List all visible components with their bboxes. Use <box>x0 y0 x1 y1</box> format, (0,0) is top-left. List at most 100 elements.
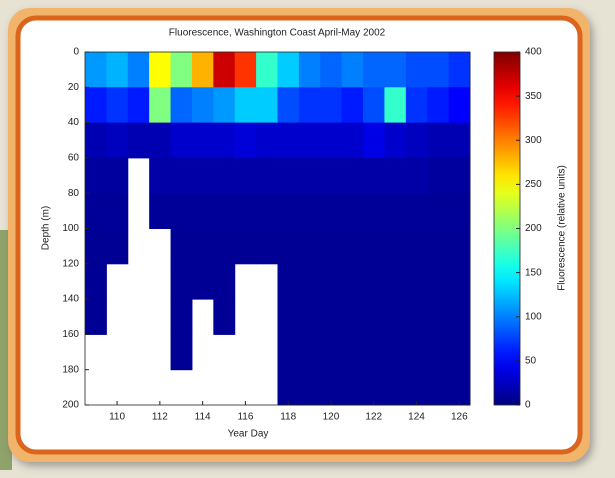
x-axis-label: Year Day <box>228 429 269 440</box>
heatmap-cell <box>170 334 193 371</box>
y-tick-label: 80 <box>68 188 80 199</box>
heatmap-cell <box>384 263 407 300</box>
heatmap-cell <box>106 87 129 124</box>
heatmap-cell <box>191 157 214 194</box>
y-tick-label: 160 <box>62 329 79 340</box>
heatmap-cell <box>341 369 364 406</box>
heatmap-cell <box>341 87 364 124</box>
heatmap-cell <box>149 193 172 229</box>
heatmap-cell <box>85 228 107 265</box>
heatmap-cell <box>448 369 471 406</box>
x-tick-label: 112 <box>152 412 168 423</box>
heatmap-cell <box>427 299 450 335</box>
heatmap-cell <box>298 369 321 406</box>
y-tick-label: 140 <box>62 294 79 305</box>
heatmap-cell <box>298 299 321 335</box>
heatmap-cell <box>277 87 300 124</box>
heatmap-cell <box>191 52 214 88</box>
heatmap-cell <box>320 193 343 229</box>
heatmap-cell <box>277 369 300 406</box>
heatmap-cell <box>127 52 150 88</box>
heatmap-cell <box>384 157 407 194</box>
heatmap-cell <box>384 299 407 335</box>
colorbar-tick-label: 50 <box>525 356 537 367</box>
heatmap-cell <box>341 157 364 194</box>
heatmap-cell <box>256 52 278 88</box>
heatmap-cell <box>341 334 364 371</box>
heatmap-cell <box>234 228 257 265</box>
heatmap-cell <box>191 263 214 300</box>
heatmap-cell <box>213 299 236 335</box>
heatmap-cell <box>448 193 471 229</box>
heatmap-cell <box>384 228 407 265</box>
heatmap-cell <box>127 87 150 124</box>
heatmap-cell <box>363 369 385 406</box>
heatmap-cell <box>363 228 385 265</box>
heatmap-cell <box>320 228 343 265</box>
heatmap-cell <box>277 228 300 265</box>
heatmap-cell <box>298 193 321 229</box>
heatmap-cell <box>277 157 300 194</box>
heatmap-cell <box>448 122 471 159</box>
x-tick-label: 114 <box>195 412 211 423</box>
heatmap-cell <box>341 228 364 265</box>
heatmap-cell <box>384 52 407 88</box>
y-tick-label: 60 <box>68 153 80 164</box>
colorbar-label: Fluorescence (relative units) <box>557 165 568 291</box>
heatmap-cell <box>320 299 343 335</box>
x-tick-label: 120 <box>323 412 340 423</box>
heatmap-cell <box>427 87 450 124</box>
heatmap-cell <box>191 87 214 124</box>
heatmap-cell <box>320 157 343 194</box>
heatmap-cell <box>320 87 343 124</box>
heatmap-cell <box>213 122 236 159</box>
x-tick-label: 122 <box>365 412 382 423</box>
y-tick-label: 100 <box>62 223 79 234</box>
y-axis-label: Depth (m) <box>41 206 52 250</box>
heatmap-cell <box>341 193 364 229</box>
heatmap-cell <box>363 157 385 194</box>
heatmap-cell <box>427 263 450 300</box>
heatmap-cell <box>448 87 471 124</box>
heatmap-cell <box>277 52 300 88</box>
heatmap-cell <box>213 52 236 88</box>
heatmap-cell <box>405 369 428 406</box>
heatmap-cell <box>191 193 214 229</box>
heatmap-cell <box>384 193 407 229</box>
heatmap-cell <box>448 334 471 371</box>
heatmap-cell <box>149 87 172 124</box>
heatmap-cell <box>106 122 129 159</box>
heatmap-cell <box>320 122 343 159</box>
heatmap-cell <box>341 122 364 159</box>
heatmap-cell <box>191 122 214 159</box>
y-tick-label: 0 <box>73 47 79 58</box>
heatmap-cell <box>213 193 236 229</box>
heatmap-cell <box>170 299 193 335</box>
y-tick-label: 180 <box>62 364 79 375</box>
heatmap-cell <box>213 157 236 194</box>
colorbar-tick-label: 250 <box>525 179 542 190</box>
heatmap-cell <box>256 157 278 194</box>
colorbar-tick-label: 0 <box>525 400 531 411</box>
heatmap-cell <box>405 263 428 300</box>
x-tick-label: 118 <box>280 412 296 423</box>
heatmap-cell <box>363 334 385 371</box>
heatmap-cell <box>85 157 107 194</box>
heatmap-cell <box>448 228 471 265</box>
heatmap-cell <box>149 157 172 194</box>
y-tick-label: 20 <box>68 82 80 93</box>
heatmap-cell <box>149 122 172 159</box>
chart-title: Fluorescence, Washington Coast April-May… <box>169 28 386 39</box>
heatmap-cell <box>320 334 343 371</box>
heatmap-cell <box>106 193 129 229</box>
heatmap-cell <box>277 193 300 229</box>
heatmap-cell <box>405 334 428 371</box>
heatmap-cell <box>320 369 343 406</box>
heatmap-cell <box>170 122 193 159</box>
heatmap-cell <box>448 52 471 88</box>
heatmap-cell <box>277 122 300 159</box>
heatmap-cell <box>127 122 150 159</box>
heatmap-cell <box>191 228 214 265</box>
